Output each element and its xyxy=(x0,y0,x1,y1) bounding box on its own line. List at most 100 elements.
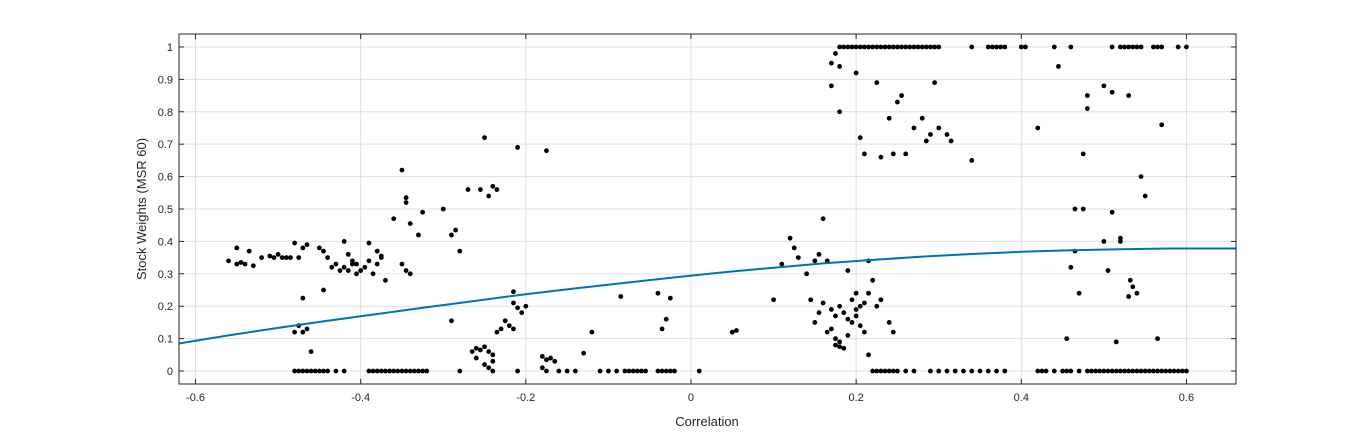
data-point xyxy=(279,255,285,261)
data-point xyxy=(795,255,801,261)
data-point xyxy=(952,368,958,374)
data-point xyxy=(345,251,351,257)
data-point xyxy=(696,368,702,374)
data-point xyxy=(874,368,880,374)
data-point xyxy=(861,151,867,157)
data-point xyxy=(544,357,549,363)
data-point xyxy=(837,303,843,309)
data-point xyxy=(1064,368,1070,374)
data-point xyxy=(341,239,347,244)
data-point xyxy=(734,328,739,333)
data-point xyxy=(486,365,492,371)
data-point xyxy=(969,368,975,374)
data-point xyxy=(383,368,388,374)
data-point xyxy=(399,167,405,173)
x-tick-label: -0.6 xyxy=(186,392,205,404)
data-point xyxy=(300,329,306,335)
data-point xyxy=(771,297,776,303)
data-point xyxy=(1076,368,1082,374)
data-point xyxy=(321,368,326,374)
data-point xyxy=(1109,368,1115,374)
data-point xyxy=(961,368,966,374)
data-point xyxy=(841,44,847,50)
data-point xyxy=(1080,151,1086,157)
data-point xyxy=(515,145,520,150)
data-point xyxy=(226,258,231,264)
data-point xyxy=(1127,277,1133,283)
data-point xyxy=(1039,368,1045,374)
data-point xyxy=(1142,368,1148,374)
data-point xyxy=(1117,44,1123,50)
data-point xyxy=(1113,368,1119,374)
data-point xyxy=(420,368,426,374)
y-tick-label: 0.5 xyxy=(158,204,173,216)
y-axis-ticks: 0 0.1 0.2 0.3 0.4 0.5 0.6 0.7 0.8 0.9 1 xyxy=(158,42,1236,378)
data-point xyxy=(861,44,867,50)
data-point xyxy=(1084,368,1090,374)
data-point xyxy=(833,51,838,56)
data-point xyxy=(820,300,826,306)
data-point xyxy=(1093,368,1099,374)
data-point xyxy=(853,44,859,50)
x-tick-label: 0.6 xyxy=(1179,392,1194,404)
data-point xyxy=(515,368,520,374)
data-point xyxy=(1159,122,1165,128)
data-point xyxy=(1126,44,1132,50)
data-point xyxy=(296,368,302,374)
data-point xyxy=(845,268,851,273)
data-point xyxy=(812,258,818,264)
data-point xyxy=(378,253,384,259)
data-point xyxy=(416,232,421,238)
data-point xyxy=(903,151,909,157)
data-point xyxy=(238,260,244,265)
data-point xyxy=(486,349,492,354)
data-point xyxy=(861,329,867,335)
data-point xyxy=(849,320,855,325)
data-point xyxy=(300,368,306,374)
x-tick-label: -0.4 xyxy=(351,392,370,404)
data-point xyxy=(457,368,463,374)
data-point xyxy=(391,368,397,374)
data-point xyxy=(308,368,314,374)
data-point xyxy=(1117,239,1123,244)
data-point xyxy=(333,261,339,267)
data-point xyxy=(366,240,372,246)
data-point xyxy=(403,368,409,374)
data-point xyxy=(1126,93,1132,98)
data-point xyxy=(1076,290,1082,296)
data-point xyxy=(816,251,822,257)
data-point xyxy=(271,255,277,261)
data-point xyxy=(989,44,995,50)
data-point xyxy=(870,44,876,50)
data-point xyxy=(890,368,896,374)
data-point xyxy=(994,368,999,374)
data-point xyxy=(304,368,310,374)
data-point xyxy=(857,44,863,50)
fit-curve xyxy=(178,247,1236,345)
data-point xyxy=(1138,44,1144,50)
data-point xyxy=(1134,44,1140,50)
data-point xyxy=(886,44,892,50)
data-point xyxy=(296,255,302,261)
data-point xyxy=(234,261,240,267)
data-point xyxy=(1159,368,1165,374)
data-point xyxy=(383,277,388,283)
data-point xyxy=(729,329,735,335)
data-point xyxy=(1068,44,1074,50)
data-point xyxy=(833,342,838,348)
data-point xyxy=(1175,44,1181,50)
data-point xyxy=(1109,89,1115,95)
data-point xyxy=(923,44,929,50)
data-point xyxy=(407,368,413,374)
data-point xyxy=(998,44,1004,50)
data-point xyxy=(1002,44,1008,50)
data-point xyxy=(1105,368,1111,374)
data-point xyxy=(643,368,648,374)
data-point xyxy=(895,44,900,50)
data-point xyxy=(374,248,380,254)
data-point xyxy=(779,261,785,267)
data-point xyxy=(502,318,508,324)
data-point xyxy=(816,310,822,316)
data-point xyxy=(874,44,880,50)
data-point xyxy=(511,326,516,332)
